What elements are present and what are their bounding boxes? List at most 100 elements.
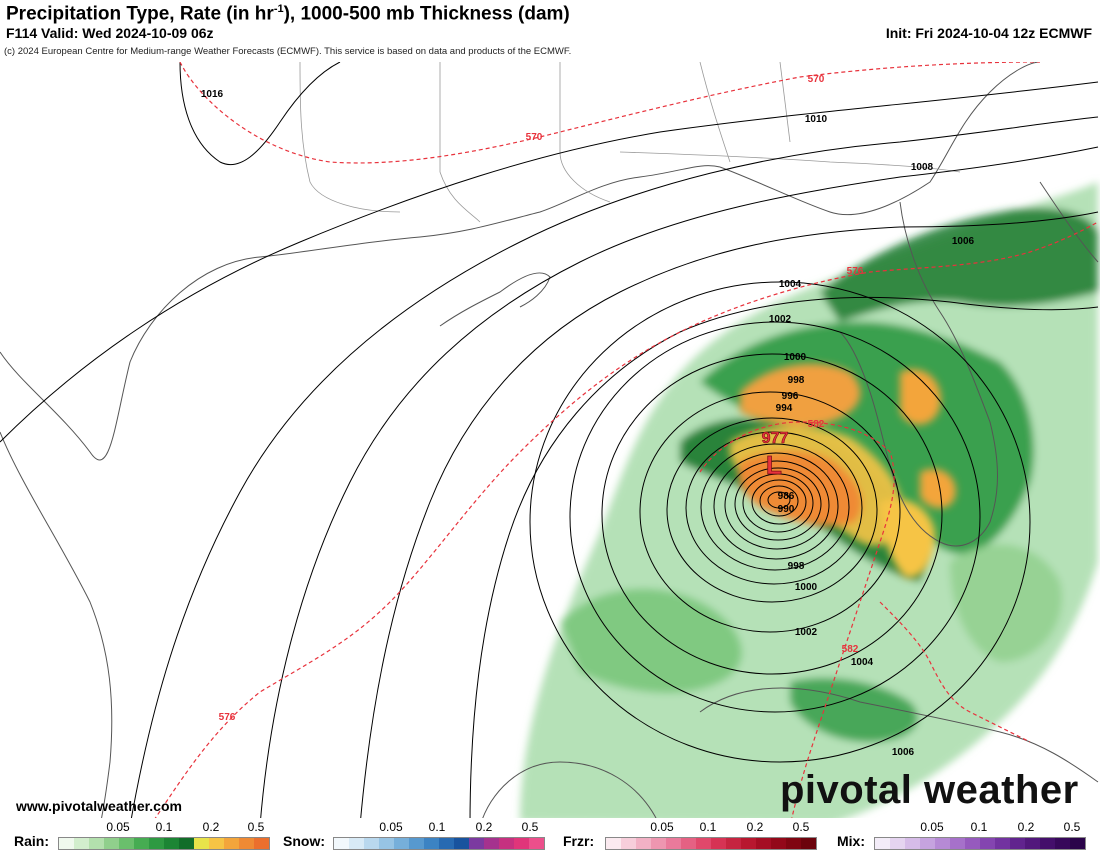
legend-color-swatch bbox=[254, 838, 269, 849]
legend-rain-tick: 0.05 bbox=[106, 820, 130, 834]
legend-color-swatch bbox=[224, 838, 239, 849]
valid-time: F114 Valid: Wed 2024-10-09 06z bbox=[6, 25, 214, 41]
legend-color-swatch bbox=[1025, 838, 1040, 849]
isobar-label: 1016 bbox=[201, 89, 224, 100]
legend-color-swatch bbox=[379, 838, 394, 849]
legend-color-swatch bbox=[756, 838, 771, 849]
legend-color-swatch bbox=[651, 838, 666, 849]
legend-color-swatch bbox=[741, 838, 756, 849]
legend-color-swatch bbox=[209, 838, 224, 849]
legend-color-swatch bbox=[666, 838, 681, 849]
legend-color-swatch bbox=[875, 838, 890, 849]
legend-color-swatch bbox=[980, 838, 995, 849]
legend-mix-label: Mix: bbox=[837, 833, 865, 849]
legend-color-swatch bbox=[681, 838, 696, 849]
legend-color-swatch bbox=[771, 838, 786, 849]
isobar-label: 1008 bbox=[911, 162, 934, 173]
legend-frzr-tick: 0.5 bbox=[792, 820, 810, 834]
coastlines bbox=[0, 62, 1099, 826]
isobar-label: 996 bbox=[782, 391, 799, 402]
legend-rain-label: Rain: bbox=[14, 833, 49, 849]
thickness-label: 576 bbox=[219, 712, 236, 723]
legend-color-swatch bbox=[1040, 838, 1055, 849]
state-borders bbox=[299, 62, 961, 223]
isobar-label: 990 bbox=[778, 504, 795, 515]
low-pressure-center: 977 L bbox=[761, 430, 789, 481]
legend-color-swatch bbox=[995, 838, 1010, 849]
legend-rain-tick: 0.2 bbox=[202, 820, 220, 834]
legend-color-swatch bbox=[636, 838, 651, 849]
legend-color-swatch bbox=[239, 838, 254, 849]
legend-color-swatch bbox=[621, 838, 636, 849]
legend-frzr-tick: 0.1 bbox=[699, 820, 717, 834]
legend-color-swatch bbox=[134, 838, 149, 849]
thickness-lines bbox=[149, 62, 1099, 826]
isobar-label: 1006 bbox=[892, 747, 915, 758]
legend-mix-tick: 0.05 bbox=[920, 820, 944, 834]
isobar-label: 1002 bbox=[795, 627, 818, 638]
legend-color-swatch bbox=[514, 838, 529, 849]
legend-color-swatch bbox=[711, 838, 726, 849]
low-pressure-symbol: L bbox=[766, 450, 782, 480]
isobar-label: 1010 bbox=[805, 114, 828, 125]
legend-rain-tick: 0.5 bbox=[247, 820, 265, 834]
isobar-label: 1004 bbox=[851, 657, 874, 668]
legend-color-swatch bbox=[469, 838, 484, 849]
legend-color-swatch bbox=[935, 838, 950, 849]
legend-color-swatch bbox=[164, 838, 179, 849]
legend-color-swatch bbox=[529, 838, 544, 849]
legend-color-swatch bbox=[149, 838, 164, 849]
legend-color-swatch bbox=[499, 838, 514, 849]
brand-logo: pivotal weather bbox=[780, 768, 1079, 812]
legend-color-swatch bbox=[1055, 838, 1070, 849]
isobar-label: 994 bbox=[776, 403, 793, 414]
legend-color-swatch bbox=[74, 838, 89, 849]
isobar-label: 998 bbox=[788, 561, 805, 572]
legend-color-swatch bbox=[965, 838, 980, 849]
thickness-label: 570 bbox=[808, 74, 825, 85]
legend-color-swatch bbox=[349, 838, 364, 849]
legend-color-swatch bbox=[1010, 838, 1025, 849]
legend-color-swatch bbox=[59, 838, 74, 849]
legend-color-swatch bbox=[89, 838, 104, 849]
legend-snow-label: Snow: bbox=[283, 833, 325, 849]
legend-snow-colorbar bbox=[333, 837, 545, 850]
legend-color-swatch bbox=[394, 838, 409, 849]
legend-color-swatch bbox=[364, 838, 379, 849]
legend-snow-tick: 0.1 bbox=[428, 820, 446, 834]
legend-color-swatch bbox=[606, 838, 621, 849]
isobar-label: 986 bbox=[778, 491, 795, 502]
legend-rain-tick: 0.1 bbox=[155, 820, 173, 834]
init-time: Init: Fri 2024-10-04 12z ECMWF bbox=[885, 25, 1092, 41]
thickness-label: 570 bbox=[526, 132, 543, 143]
legend-color-swatch bbox=[424, 838, 439, 849]
legend-color-swatch bbox=[484, 838, 499, 849]
isobars bbox=[0, 62, 1099, 826]
legend-mix-tick: 0.1 bbox=[970, 820, 988, 834]
precip-legend: Rain: 0.05 0.1 0.2 0.5 Snow: 0.05 0.1 0.… bbox=[0, 818, 1100, 850]
legend-rain-colorbar bbox=[58, 837, 270, 850]
website-url[interactable]: www.pivotalweather.com bbox=[16, 798, 182, 814]
legend-color-swatch bbox=[119, 838, 134, 849]
legend-color-swatch bbox=[696, 838, 711, 849]
legend-snow-tick: 0.05 bbox=[379, 820, 403, 834]
legend-color-swatch bbox=[890, 838, 905, 849]
legend-frzr-tick: 0.2 bbox=[746, 820, 764, 834]
legend-frzr-colorbar bbox=[605, 837, 817, 850]
legend-color-swatch bbox=[439, 838, 454, 849]
legend-color-swatch bbox=[1070, 838, 1085, 849]
legend-color-swatch bbox=[179, 838, 194, 849]
legend-color-swatch bbox=[801, 838, 816, 849]
legend-color-swatch bbox=[726, 838, 741, 849]
weather-map: 1016 1010 1008 1006 1004 1002 1000 998 9… bbox=[0, 62, 1100, 826]
thickness-label: 582 bbox=[842, 644, 859, 655]
thickness-label: 582 bbox=[808, 419, 825, 430]
legend-color-swatch bbox=[194, 838, 209, 849]
legend-snow-tick: 0.5 bbox=[521, 820, 539, 834]
map-title: Precipitation Type, Rate (in hr-1), 1000… bbox=[6, 3, 570, 25]
legend-color-swatch bbox=[786, 838, 801, 849]
low-pressure-value: 977 bbox=[762, 430, 789, 447]
legend-frzr-tick: 0.05 bbox=[650, 820, 674, 834]
legend-color-swatch bbox=[950, 838, 965, 849]
legend-mix-tick: 0.2 bbox=[1017, 820, 1035, 834]
